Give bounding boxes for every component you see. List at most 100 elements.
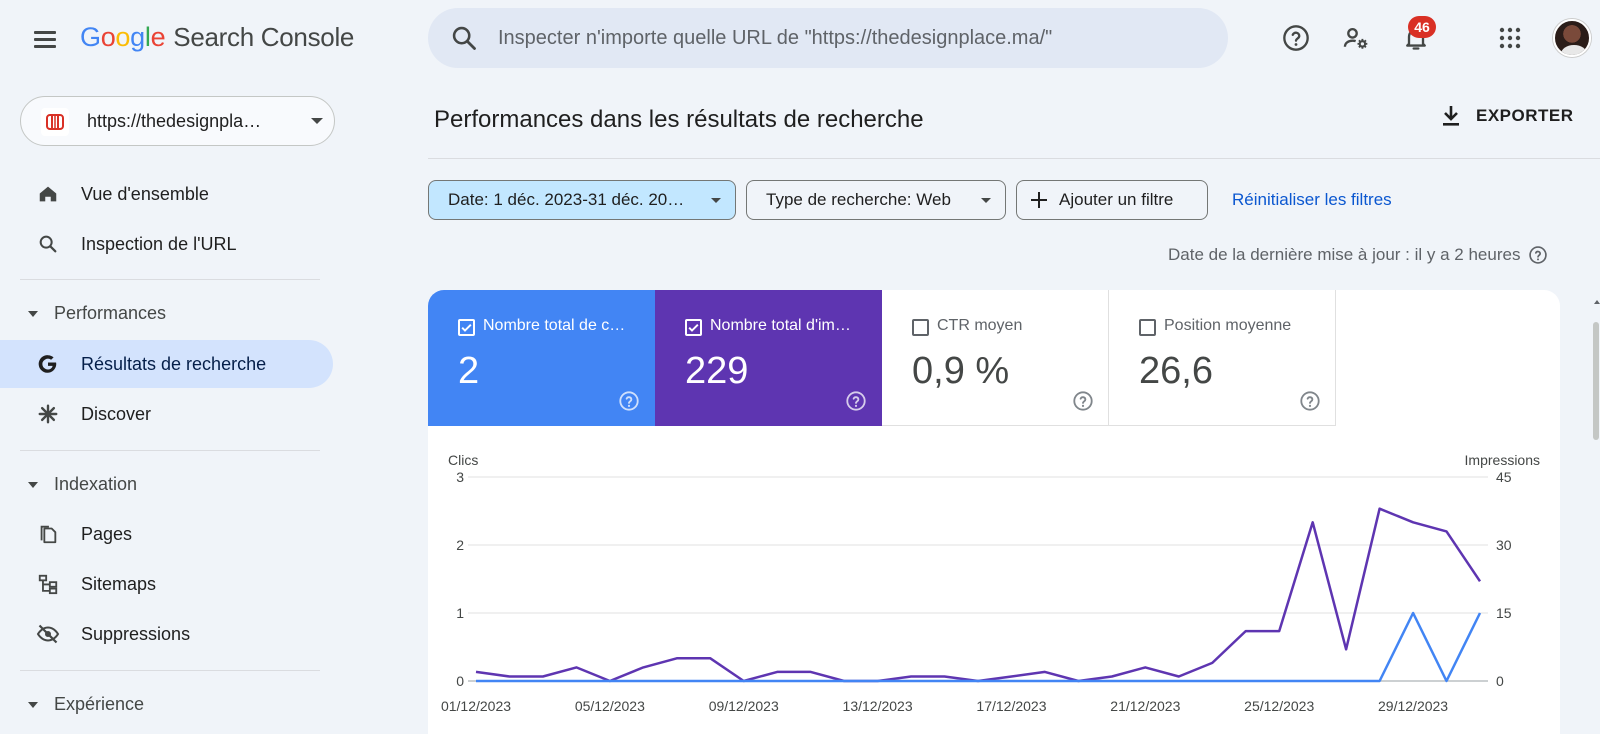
chevron-down-icon [711, 198, 721, 203]
logo-letter: g [130, 22, 145, 52]
export-label: EXPORTER [1476, 106, 1574, 125]
scroll-up-icon[interactable] [1594, 300, 1600, 304]
section-experience[interactable]: Expérience [24, 694, 144, 715]
y-tick-right: 15 [1496, 605, 1512, 621]
metric-value: 2 [458, 350, 480, 392]
sidebar-item-label: Inspection de l'URL [81, 233, 237, 254]
apps-icon[interactable] [1492, 20, 1528, 56]
home-icon [36, 182, 60, 206]
metric-label: CTR moyen [937, 317, 1023, 334]
sidebar-item-label: Discover [81, 403, 152, 424]
section-indexation[interactable]: Indexation [24, 474, 137, 495]
search-icon [36, 232, 60, 256]
chart-lines [475, 507, 1482, 683]
sidebar-item-removals[interactable]: Suppressions [0, 610, 333, 658]
export-button[interactable]: EXPORTER [1440, 104, 1574, 128]
metric-card-total-impressions[interactable]: Nombre total d'im… 229 [655, 290, 882, 426]
series-line-clics [476, 611, 1482, 683]
search-input[interactable] [498, 8, 1198, 68]
title-divider [428, 158, 1600, 159]
sidebar-item-label: Pages [81, 523, 133, 544]
metric-label: Nombre total d'im… [710, 317, 851, 334]
search-icon [452, 26, 476, 50]
checkbox-unchecked-icon[interactable] [1139, 319, 1156, 336]
google-wordmark: Google [80, 22, 166, 53]
help-icon[interactable] [1072, 390, 1094, 412]
sidebar-item-label: Résultats de recherche [81, 353, 267, 374]
help-icon[interactable] [1278, 20, 1314, 56]
y-tick-right: 0 [1496, 673, 1504, 689]
date-filter-chip[interactable]: Date: 1 déc. 2023-31 déc. 20… [428, 180, 736, 220]
x-tick-label: 29/12/2023 [1378, 698, 1448, 714]
x-tick-label: 01/12/2023 [441, 698, 511, 714]
scrollbar[interactable] [1593, 322, 1599, 440]
help-icon[interactable] [845, 390, 867, 412]
property-favicon-icon [41, 108, 69, 136]
sidebar-item-discover[interactable]: Discover [0, 390, 333, 438]
add-filter-button[interactable]: Ajouter un filtre [1016, 180, 1208, 220]
logo-letter: G [80, 22, 101, 52]
sidebar-item-label: Vue d'ensemble [81, 183, 209, 204]
sidebar-divider [20, 279, 320, 280]
sidebar-item-sitemaps[interactable]: Sitemaps [0, 560, 333, 608]
metric-value: 229 [685, 350, 749, 392]
asterisk-icon [36, 402, 60, 426]
logo-letter: o [115, 22, 131, 52]
sidebar-item-search-results[interactable]: Résultats de recherche [0, 340, 333, 388]
y-tick-right: 45 [1496, 469, 1512, 485]
eye-off-icon [36, 622, 60, 646]
sidebar-item-overview[interactable]: Vue d'ensemble [0, 170, 333, 218]
checkbox-checked-icon[interactable] [458, 319, 475, 336]
property-selector[interactable]: https://thedesignpla… [20, 96, 335, 146]
menu-icon[interactable] [28, 22, 62, 56]
y-tick-left: 0 [456, 673, 464, 689]
help-icon[interactable] [1299, 390, 1321, 412]
top-bar: Google Search Console 46 [0, 0, 1600, 78]
sidebar-item-label: Sitemaps [81, 573, 157, 594]
y-tick-right: 30 [1496, 537, 1512, 553]
series-line-impressions [475, 507, 1482, 683]
sidebar-divider [20, 670, 320, 671]
avatar[interactable] [1553, 19, 1591, 57]
section-performances[interactable]: Performances [24, 303, 166, 324]
metric-value: 0,9 % [912, 350, 1010, 392]
help-icon[interactable] [1528, 245, 1548, 265]
sidebar-item-pages[interactable]: Pages [0, 510, 333, 558]
url-inspect-search[interactable] [428, 8, 1228, 68]
pages-icon [36, 522, 60, 546]
manage-users-icon[interactable] [1338, 20, 1374, 56]
y-axis-left-label: Clics [448, 452, 478, 468]
metric-card-total-clicks[interactable]: Nombre total de c… 2 [428, 290, 655, 426]
checkbox-checked-icon[interactable] [685, 319, 702, 336]
help-icon[interactable] [618, 390, 640, 412]
product-name: Search Console [173, 22, 355, 52]
collapse-triangle-icon [28, 481, 38, 488]
x-tick-label: 05/12/2023 [575, 698, 645, 714]
checkbox-unchecked-icon[interactable] [912, 319, 929, 336]
chevron-down-icon [981, 198, 991, 203]
metric-card-avg-ctr[interactable]: CTR moyen 0,9 % [882, 290, 1109, 426]
chip-label: Date: 1 déc. 2023-31 déc. 20… [448, 190, 685, 209]
section-label: Indexation [54, 474, 138, 494]
search-console-logo[interactable]: Google Search Console [80, 22, 354, 53]
section-label: Performances [54, 303, 167, 323]
plus-icon [1031, 192, 1047, 208]
metric-value: 26,6 [1139, 350, 1213, 392]
search-type-filter-chip[interactable]: Type de recherche: Web [746, 180, 1006, 220]
chip-label: Type de recherche: Web [766, 190, 951, 209]
y-tick-left: 2 [456, 537, 464, 553]
logo-letter: l [144, 22, 151, 52]
x-tick-label: 09/12/2023 [709, 698, 779, 714]
metric-label: Position moyenne [1164, 317, 1292, 334]
last-update-text: Date de la dernière mise à jour : il y a… [1168, 245, 1521, 264]
sidebar-item-url-inspection[interactable]: Inspection de l'URL [0, 220, 333, 268]
y-axis-right-label: Impressions [1465, 452, 1540, 468]
reset-filters-link[interactable]: Réinitialiser les filtres [1232, 190, 1392, 209]
x-tick-label: 25/12/2023 [1244, 698, 1314, 714]
collapse-triangle-icon [28, 310, 38, 317]
collapse-triangle-icon [28, 701, 38, 708]
metric-card-avg-position[interactable]: Position moyenne 26,6 [1109, 290, 1336, 426]
y-tick-left: 1 [456, 605, 464, 621]
sidebar-divider [20, 450, 320, 451]
